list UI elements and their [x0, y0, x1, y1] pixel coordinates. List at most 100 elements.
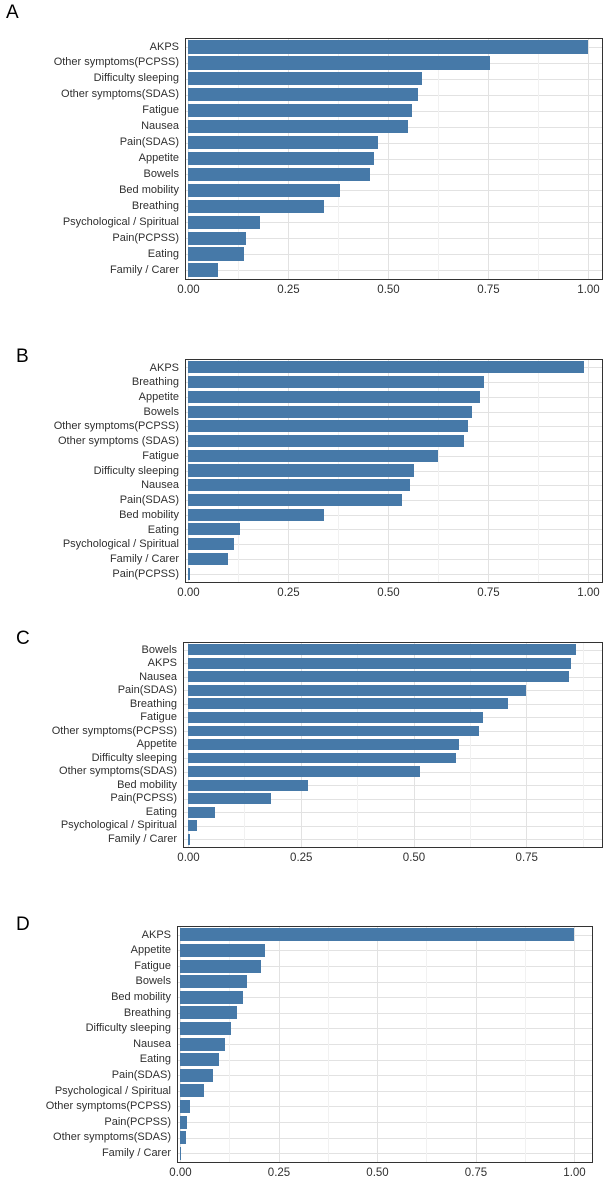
category-label: Psychological / Spiritual — [62, 538, 179, 551]
major-gridline — [526, 643, 528, 847]
h-gridline — [186, 254, 602, 256]
category-label: Bed mobility — [111, 990, 171, 1003]
category-label: Difficulty sleeping — [85, 1022, 171, 1035]
h-gridline — [186, 529, 602, 531]
bar-nausea — [188, 479, 410, 492]
category-label: Fatigue — [134, 959, 171, 972]
panel-b-plot-area — [185, 359, 603, 583]
category-label: Eating — [139, 1053, 171, 1066]
major-gridline — [588, 360, 589, 582]
category-label: Other symptoms(PCPSS) — [45, 1100, 171, 1113]
h-gridline — [186, 558, 602, 560]
category-label: AKPS — [149, 40, 179, 53]
category-label: Pain(SDAS) — [119, 136, 179, 149]
bar-pain-sdas- — [180, 1068, 214, 1082]
category-label: AKPS — [147, 657, 177, 670]
category-label: Appetite — [138, 152, 179, 165]
bar-pain-sdas- — [188, 493, 402, 507]
bar-other-symptoms-pcpss- — [188, 725, 479, 737]
h-gridline — [186, 174, 602, 176]
bar-breathing — [188, 376, 484, 389]
x-tick-label: 0.75 — [477, 587, 500, 599]
h-gridline — [178, 1059, 592, 1061]
minor-gridline — [538, 39, 539, 279]
bar-difficulty-sleeping — [188, 464, 414, 477]
bar-family-carer — [180, 1146, 181, 1160]
bar-other-symptoms-sdas- — [180, 1131, 186, 1145]
category-label: Breathing — [131, 199, 179, 212]
h-gridline — [178, 981, 592, 983]
category-label: Family / Carer — [107, 832, 177, 845]
category-label: Other symptoms(SDAS) — [61, 88, 179, 101]
panel-d-plot-area — [177, 926, 593, 1163]
h-gridline — [184, 825, 602, 827]
bar-difficulty-sleeping — [188, 72, 422, 86]
category-label: Other symptoms(SDAS) — [53, 1131, 171, 1144]
category-label: Nausea — [141, 479, 179, 492]
x-tick-label: 1.00 — [577, 587, 600, 599]
h-gridline — [184, 785, 602, 787]
bar-other-symptoms-sdas- — [188, 766, 421, 778]
bar-difficulty-sleeping — [180, 1021, 232, 1035]
category-label: Bed mobility — [119, 183, 179, 196]
category-label: AKPS — [141, 928, 171, 941]
h-gridline — [184, 798, 602, 800]
minor-gridline — [327, 927, 329, 1162]
major-gridline — [475, 927, 477, 1162]
bar-psychological-spiritual — [188, 215, 260, 229]
bar-eating — [188, 247, 244, 261]
panel-a-chart: AKPS Other symptoms(PCPSS) Difficulty slee… — [0, 38, 610, 306]
bar-pain-sdas- — [188, 684, 527, 696]
category-label: Fatigue — [142, 449, 179, 462]
panel-b-chart: AKPS Breathing Appetite Bowels Other symptom… — [0, 359, 610, 609]
category-label: Pain(SDAS) — [117, 684, 177, 697]
category-label: Nausea — [141, 120, 179, 133]
h-gridline — [178, 997, 592, 999]
category-label: Pain(SDAS) — [119, 494, 179, 507]
category-label: Bowels — [141, 643, 177, 656]
bar-eating — [188, 806, 216, 818]
bar-fatigue — [180, 959, 261, 973]
category-label: Nausea — [139, 670, 177, 683]
bar-psychological-spiritual — [188, 820, 198, 832]
h-gridline — [178, 1028, 592, 1030]
bar-akps — [188, 657, 572, 669]
bar-other-symptoms-pcpss- — [188, 56, 490, 70]
category-label: Pain(PCPSS) — [112, 231, 179, 244]
bar-eating — [180, 1053, 220, 1067]
bar-pain-pcpss- — [188, 231, 246, 245]
category-label: Bowels — [135, 975, 171, 988]
category-label: Fatigue — [142, 104, 179, 117]
bar-bowels — [188, 167, 370, 182]
bar-eating — [188, 523, 240, 536]
category-label: AKPS — [149, 361, 179, 374]
minor-gridline — [582, 643, 584, 847]
h-gridline — [186, 158, 602, 160]
category-label: Psychological / Spiritual — [60, 819, 177, 832]
bar-bed-mobility — [180, 990, 244, 1004]
major-gridline — [574, 927, 575, 1162]
major-gridline — [488, 360, 489, 582]
minor-gridline — [438, 360, 439, 582]
category-label: Appetite — [138, 390, 179, 403]
category-label: Pain(PCPSS) — [104, 1115, 171, 1128]
category-label: Difficulty sleeping — [93, 464, 179, 477]
x-tick-label: 1.00 — [577, 284, 600, 296]
bar-other-symptoms-sdas- — [188, 88, 418, 102]
h-gridline — [186, 142, 602, 144]
category-label: Other symptoms(PCPSS) — [51, 724, 177, 737]
bar-psychological-spiritual — [188, 538, 234, 551]
category-label: Appetite — [136, 738, 177, 751]
bar-other-symptoms-pcpss- — [188, 420, 468, 433]
bar-fatigue — [188, 104, 412, 118]
h-gridline — [184, 839, 602, 841]
bar-breathing — [188, 199, 324, 213]
panel-d-letter: D — [16, 914, 30, 935]
bar-family-carer — [188, 263, 218, 277]
bar-pain-pcpss- — [188, 793, 272, 805]
category-label: Breathing — [123, 1006, 171, 1019]
h-gridline — [178, 1153, 592, 1155]
category-label: Difficulty sleeping — [93, 72, 179, 85]
category-label: Bowels — [143, 167, 179, 180]
bar-pain-sdas- — [188, 135, 378, 150]
